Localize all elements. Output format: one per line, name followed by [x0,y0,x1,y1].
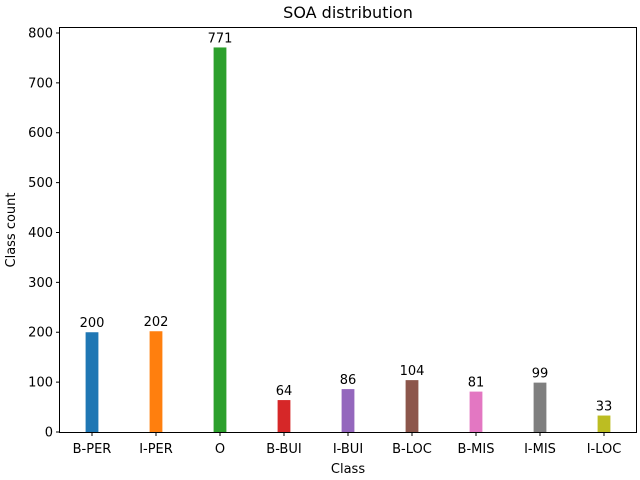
y-tick-label: 200 [28,326,53,341]
x-tick-label: O [215,442,225,457]
y-tick-label: 800 [28,26,53,41]
y-tick-label: 0 [45,426,53,441]
x-tick-label: I-MIS [524,442,556,457]
bar-b-bui [277,400,291,432]
axes-frame [59,27,637,433]
bar-i-bui [341,389,355,432]
bar-i-per [149,331,163,432]
y-tick-label: 400 [28,226,53,241]
data-label-i-per: 202 [144,315,169,330]
y-axis: 0 100 200 300 400 500 600 700 800 [28,26,60,441]
data-label-b-loc: 104 [400,364,425,379]
chart-title: SOA distribution [283,3,413,22]
data-label-i-bui: 86 [340,373,357,388]
x-tick-label: B-MIS [458,442,495,457]
y-tick-label: 100 [28,376,53,391]
bar-b-mis [469,391,483,432]
y-tick-label: 300 [28,276,53,291]
y-tick-label: 500 [28,176,53,191]
data-label-i-mis: 99 [532,367,549,382]
x-tick-label: B-PER [73,442,112,457]
data-label-b-per: 200 [80,316,105,331]
bar-i-mis [533,382,547,432]
data-label-b-bui: 64 [276,384,293,399]
x-axis-label: Class [331,462,365,477]
bar-b-per [85,332,99,432]
data-labels-layer: 200 202 771 64 86 104 81 99 33 [80,31,613,414]
x-tick-label: I-BUI [333,442,363,457]
x-axis: B-PER I-PER O B-BUI I-BUI B-LOC B-MIS I-MIS I-LO… [73,432,622,457]
x-tick-label: B-LOC [392,442,432,457]
data-label-i-loc: 33 [596,400,613,415]
y-tick-label: 600 [28,126,53,141]
data-label-o: 771 [208,31,233,46]
bar-b-loc [405,380,419,432]
bar-o [213,47,227,433]
x-tick-label: I-LOC [587,442,622,457]
y-axis-label: Class count [4,192,19,267]
data-label-b-mis: 81 [468,376,485,391]
y-tick-label: 700 [28,76,53,91]
x-tick-label: I-PER [139,442,173,457]
x-tick-label: B-BUI [266,442,301,457]
bars-layer [85,47,611,433]
bar-i-loc [597,415,611,432]
